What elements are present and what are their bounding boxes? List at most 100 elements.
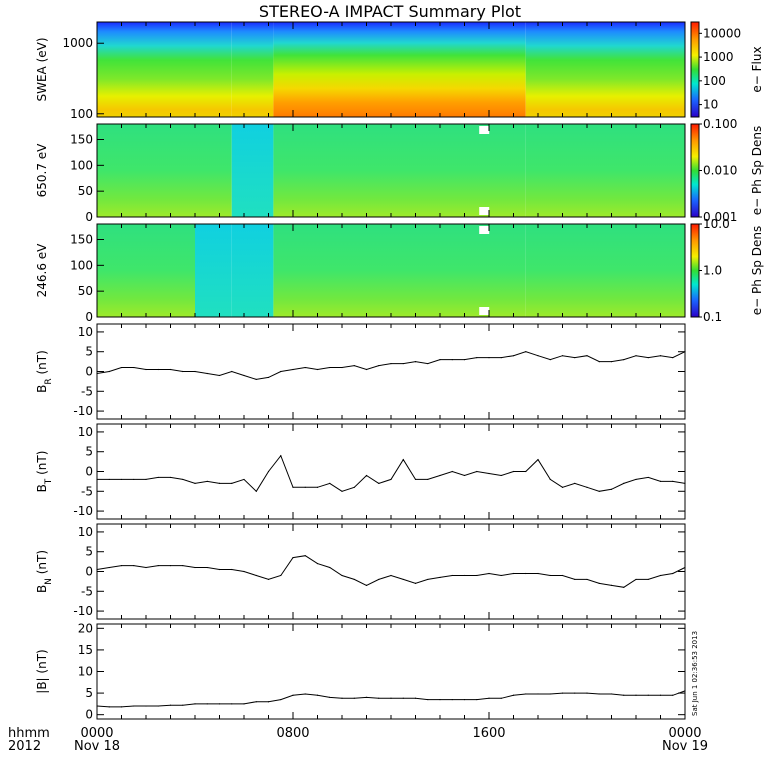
series-point	[304, 693, 306, 695]
series-point	[243, 478, 245, 481]
series-point	[488, 697, 490, 699]
series-point	[610, 693, 613, 695]
y-tick-label: -10	[73, 404, 93, 418]
series-point	[378, 364, 380, 367]
series-point	[108, 478, 110, 481]
series-point	[451, 574, 453, 577]
series-point	[574, 578, 576, 581]
y-tick-label: 0	[85, 708, 93, 722]
series-point	[255, 490, 257, 492]
x-tick-label: 1600	[472, 726, 505, 741]
series-point	[316, 368, 319, 371]
series-point	[512, 355, 515, 357]
series-point	[133, 478, 135, 481]
series-point	[439, 474, 441, 477]
series-point	[120, 706, 123, 708]
colorbar-tick-label: 0.1	[703, 310, 722, 324]
series-point	[549, 359, 551, 361]
series-point	[476, 357, 478, 359]
series-point	[635, 478, 637, 481]
series-point	[341, 490, 343, 492]
colorbar-tick-label: 10	[703, 98, 718, 112]
series-point	[108, 706, 110, 708]
series-point	[451, 359, 453, 361]
series-point	[120, 564, 123, 567]
series-point	[623, 586, 625, 588]
series-point	[292, 694, 294, 696]
x-tick-date-label: Nov 19	[662, 739, 708, 754]
series-point	[316, 562, 319, 565]
series-point	[267, 578, 270, 581]
x-tick-label: 0800	[276, 726, 309, 741]
series-point	[488, 357, 490, 359]
series-line	[96, 351, 686, 380]
series-point	[598, 582, 600, 584]
series-point	[561, 692, 564, 694]
y-tick-label: -5	[81, 584, 93, 598]
series-point	[169, 368, 172, 371]
series-point	[169, 704, 172, 706]
series-point	[341, 697, 343, 699]
series-point	[243, 570, 245, 573]
series-point	[169, 564, 172, 567]
series-point	[378, 482, 380, 484]
series-point	[390, 478, 392, 481]
series-point	[145, 478, 147, 481]
series-point	[427, 362, 429, 365]
series-point	[402, 362, 404, 365]
series-point	[353, 486, 355, 488]
series-point	[353, 697, 355, 699]
series-point	[365, 696, 368, 699]
series-point	[329, 366, 331, 369]
series-point	[182, 704, 184, 706]
series-point	[133, 366, 135, 369]
y-tick-label: 100	[70, 107, 93, 121]
series-point	[647, 476, 649, 479]
series-point	[316, 486, 319, 488]
generation-timestamp: Sat Jun 1 02:36:53 2013	[691, 630, 699, 716]
series-point	[427, 578, 429, 581]
colorbar-label: e− Ph Sp Dens	[750, 126, 764, 215]
series-point	[206, 703, 208, 705]
series-point	[194, 566, 196, 569]
spectrogram-band	[231, 124, 274, 217]
spectrogram-band	[525, 124, 685, 217]
series-point	[402, 578, 404, 581]
colorbar-tick-label: 0.001	[703, 210, 737, 224]
series-point	[267, 376, 270, 379]
series-point	[218, 703, 221, 705]
spectrogram-band	[97, 124, 195, 217]
series-point	[610, 488, 613, 490]
series-point	[133, 705, 135, 707]
y-tick-label: 0	[85, 210, 93, 224]
series-point	[414, 582, 417, 584]
y-tick-label: 1000	[62, 36, 93, 50]
x-tick-date-label: Nov 18	[74, 739, 120, 754]
series-point	[218, 482, 221, 484]
y-tick-label: 0	[85, 465, 93, 479]
series-point	[623, 694, 625, 696]
time-format-label: hhmm	[8, 726, 50, 741]
series-point	[463, 474, 466, 477]
series-point	[586, 486, 588, 488]
series-point	[157, 476, 159, 479]
y-tick-label: 0	[85, 310, 93, 324]
y-axis-label: |B| (nT)	[35, 649, 49, 693]
series-point	[598, 361, 600, 363]
series-point	[659, 355, 662, 357]
y-tick-label: -10	[73, 604, 93, 618]
spectrogram-band	[231, 22, 274, 117]
y-axis-label: SWEA (eV)	[35, 37, 49, 101]
series-point	[120, 366, 123, 369]
y-axis-label: BR (nT)	[35, 350, 54, 393]
spectrogram-band	[195, 22, 232, 117]
series-point	[427, 478, 429, 481]
y-tick-label: -5	[81, 384, 93, 398]
series-point	[169, 476, 172, 479]
series-point	[280, 370, 282, 373]
y-axis-label: BT (nT)	[35, 451, 54, 493]
series-point	[231, 370, 233, 373]
series-point	[206, 566, 208, 569]
x-tick-label: 0000	[80, 726, 113, 741]
series-point	[561, 574, 564, 577]
